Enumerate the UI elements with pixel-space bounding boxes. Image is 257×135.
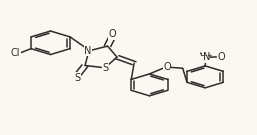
Text: N: N [84, 45, 91, 55]
Text: O: O [163, 62, 171, 72]
Text: −: − [199, 51, 205, 60]
Text: +: + [206, 53, 212, 59]
Text: O: O [108, 29, 116, 39]
Text: Cl: Cl [11, 48, 20, 58]
Text: N: N [203, 52, 210, 62]
Text: O: O [218, 52, 225, 62]
Text: S: S [74, 72, 80, 82]
Text: S: S [103, 63, 109, 73]
